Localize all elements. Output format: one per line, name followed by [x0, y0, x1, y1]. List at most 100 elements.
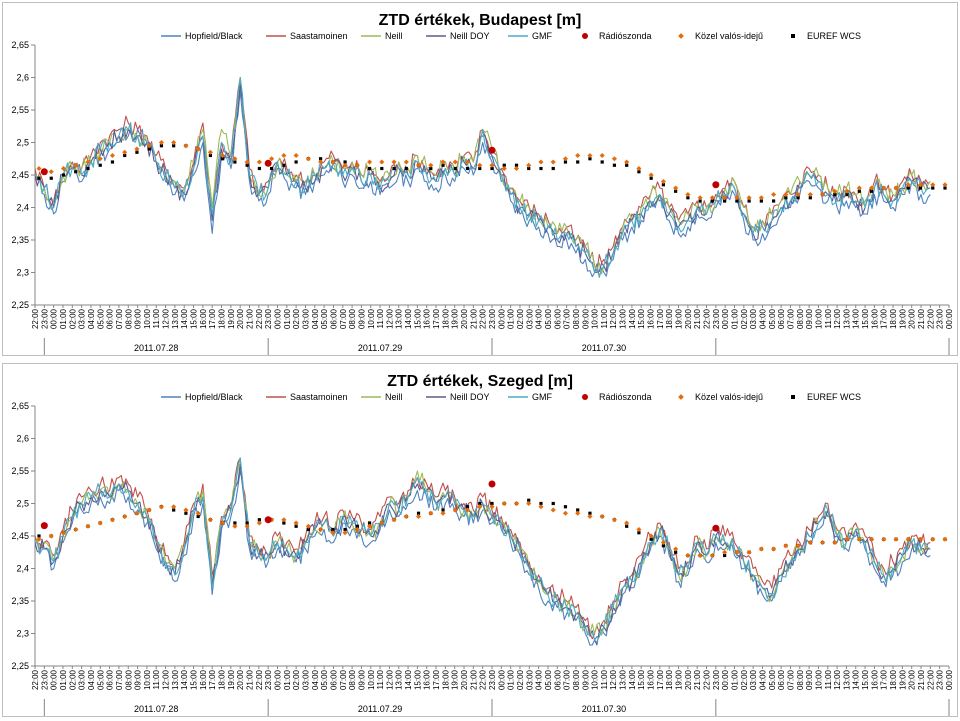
legend-swatch-diamond	[678, 394, 684, 400]
near-real-time-point	[440, 510, 446, 516]
euref-point	[576, 508, 580, 512]
x-tick-label: 11:00	[152, 669, 161, 689]
legend-label: Neill	[385, 31, 403, 41]
near-real-time-point	[942, 536, 948, 542]
near-real-time-point	[820, 539, 826, 546]
x-tick-label: 05:00	[544, 308, 553, 329]
euref-point	[502, 163, 506, 167]
euref-point	[931, 186, 935, 190]
near-real-time-point	[232, 523, 238, 529]
legend-label: Hopfield/Black	[185, 392, 243, 402]
x-tick-label: 11:00	[600, 669, 609, 689]
x-tick-label: 17:00	[432, 308, 441, 329]
near-real-time-point	[599, 152, 605, 159]
x-tick-label: 10:00	[367, 669, 376, 690]
euref-point	[367, 166, 372, 171]
x-tick-label: 11:00	[824, 308, 833, 328]
near-real-time-point	[73, 526, 79, 533]
euref-point	[441, 508, 445, 512]
near-real-time-point	[587, 152, 593, 159]
euref-point	[612, 163, 617, 167]
x-tick-label: 23:00	[264, 669, 273, 690]
near-real-time-point	[85, 523, 91, 529]
euref-point	[710, 199, 714, 203]
date-label: 2011.07.29	[358, 704, 402, 714]
near-real-time-point	[599, 513, 605, 520]
x-tick-label: 11:00	[376, 669, 385, 689]
x-tick-label: 23:00	[488, 308, 497, 329]
x-tick-label: 07:00	[339, 669, 348, 690]
x-tick-label: 19:00	[898, 669, 907, 690]
y-tick-label: 2,45	[11, 531, 29, 541]
y-tick-label: 2,35	[11, 235, 29, 245]
near-real-time-point	[526, 500, 532, 507]
x-tick-label: 00:00	[497, 669, 506, 690]
x-tick-label: 10:00	[143, 308, 152, 329]
x-tick-label: 06:00	[106, 669, 115, 690]
x-tick-label: 00:00	[273, 669, 282, 690]
euref-point	[61, 173, 66, 177]
near-real-time-point	[158, 139, 164, 146]
plot-area	[35, 76, 931, 278]
near-real-time-point	[36, 165, 42, 172]
y-tick-label: 2,4	[16, 203, 29, 213]
euref-point	[172, 508, 176, 512]
euref-point	[343, 160, 347, 164]
euref-point	[563, 505, 568, 509]
x-tick-label: 15:00	[190, 669, 199, 690]
euref-point	[478, 501, 482, 506]
euref-point	[453, 166, 457, 171]
near-real-time-point	[48, 169, 54, 175]
euref-point	[416, 511, 421, 515]
near-real-time-point	[893, 536, 899, 542]
legend-swatch-square	[791, 395, 795, 399]
series-line-hopfield-black	[35, 89, 931, 278]
near-real-time-point	[562, 510, 569, 516]
euref-point	[135, 150, 139, 154]
y-tick-label: 2,35	[11, 596, 29, 606]
euref-point	[527, 166, 531, 171]
euref-point	[123, 153, 127, 158]
x-tick-label: 12:00	[385, 669, 394, 690]
near-real-time-point	[256, 159, 262, 165]
x-tick-label: 19:00	[898, 308, 907, 329]
euref-point	[465, 166, 470, 171]
x-tick-label: 17:00	[208, 308, 217, 329]
euref-point	[49, 176, 53, 180]
near-real-time-point	[673, 185, 679, 191]
legend-label: Rádiószonda	[599, 392, 652, 402]
x-tick-label: 08:00	[572, 669, 581, 690]
x-tick-label: 02:00	[68, 669, 77, 690]
x-tick-label: 16:00	[870, 669, 879, 690]
y-tick-label: 2,65	[11, 401, 29, 411]
near-real-time-point	[415, 162, 422, 168]
x-tick-label: 09:00	[134, 669, 143, 690]
x-tick-label: 06:00	[329, 308, 338, 329]
radiosonde-point	[488, 146, 496, 154]
near-real-time-point	[367, 159, 373, 165]
x-tick-label: 17:00	[656, 669, 665, 690]
legend-swatch-diamond	[678, 33, 684, 39]
euref-point	[294, 160, 298, 164]
near-real-time-point	[183, 143, 189, 149]
near-real-time-point	[97, 156, 103, 162]
near-real-time-point	[722, 195, 728, 201]
x-tick-label: 02:00	[292, 669, 301, 690]
series-line-gmf	[35, 76, 931, 278]
x-tick-label: 11:00	[376, 308, 385, 328]
euref-point	[441, 163, 445, 167]
legend-label: Közel valós-idejű	[695, 392, 763, 402]
x-tick-label: 21:00	[693, 308, 702, 329]
chart-szeged: ZTD értékek, Szeged [m] 2,25 2,3 2,35 2,4 2,4…	[11, 373, 954, 716]
near-real-time-point	[771, 546, 777, 552]
x-tick-label: 07:00	[563, 308, 572, 329]
x-tick-label: 07:00	[115, 669, 124, 690]
x-tick-label: 05:00	[320, 669, 329, 690]
euref-point	[625, 163, 629, 167]
near-real-time-point	[807, 191, 813, 198]
x-tick-label: 06:00	[777, 669, 786, 690]
x-tick-label: 16:00	[647, 308, 656, 329]
near-real-time-point	[232, 156, 238, 162]
near-real-time-point	[783, 543, 789, 549]
euref-point	[600, 160, 604, 164]
